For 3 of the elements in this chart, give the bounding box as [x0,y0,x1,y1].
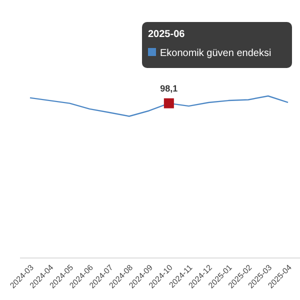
legend-label: Ekonomik güven endeksi [160,48,272,59]
annotation: 98,1 [160,83,178,94]
tooltip-box: 2025-06 Ekonomik güven endeksi [142,22,292,68]
